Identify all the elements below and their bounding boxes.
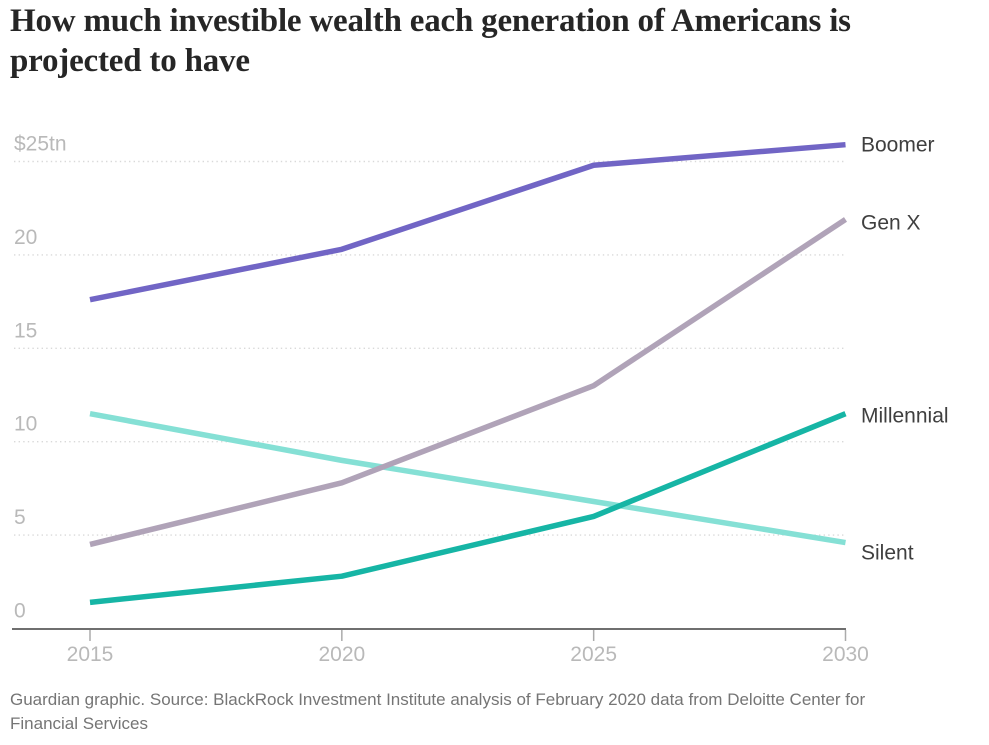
series-end-label-silent: Silent — [861, 542, 914, 565]
series-line-millennial — [89, 411, 847, 606]
series-end-label-boomer: Boomer — [861, 134, 935, 157]
y-axis-label-10: 10 — [14, 413, 37, 436]
series-end-label-millennial: Millennial — [861, 405, 949, 428]
y-axis-label-15: 15 — [14, 319, 37, 342]
series-line-gen-x — [89, 217, 848, 548]
x-axis-label-2020: 2020 — [318, 643, 365, 666]
series-end-label-gen-x: Gen X — [861, 211, 921, 234]
y-axis-label-5: 5 — [14, 506, 26, 529]
series-line-boomer — [89, 141, 846, 303]
x-axis-label-2030: 2030 — [822, 643, 869, 666]
series-line-silent — [89, 410, 846, 546]
x-axis-label-2025: 2025 — [570, 643, 617, 666]
y-axis-label-20: 20 — [14, 226, 37, 249]
y-axis-label-25: $25tn — [14, 133, 67, 156]
source-note: Guardian graphic. Source: BlackRock Inve… — [10, 690, 866, 733]
y-axis-label-0: 0 — [14, 600, 26, 623]
page-title: How much investible wealth each generati… — [10, 3, 851, 79]
x-axis-label-2015: 2015 — [67, 643, 114, 666]
